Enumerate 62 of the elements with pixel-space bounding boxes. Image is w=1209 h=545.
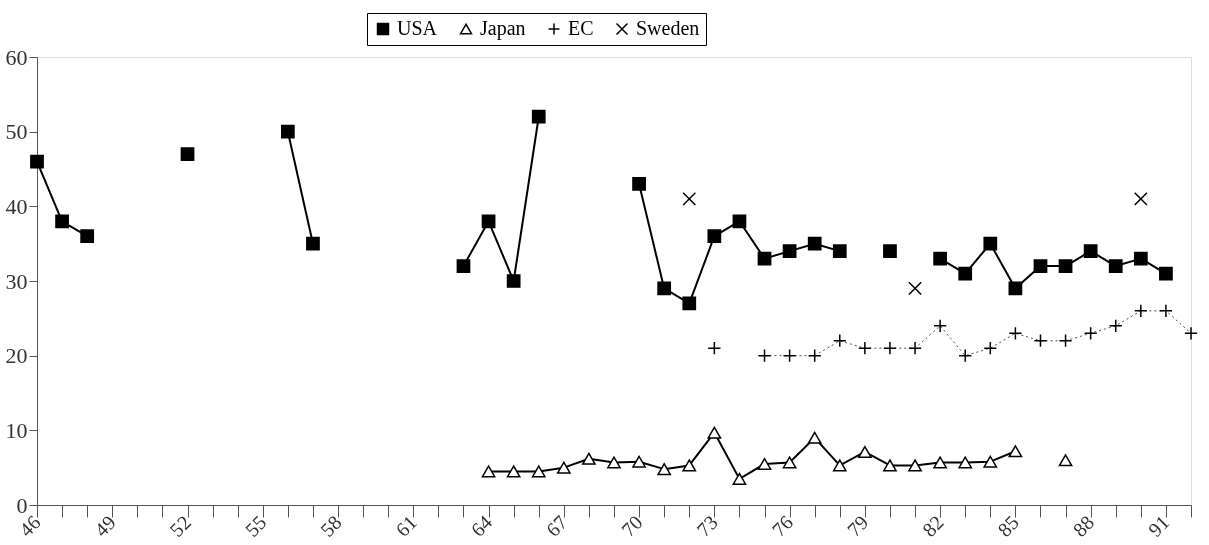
point	[1008, 445, 1023, 458]
point	[582, 452, 596, 465]
y-tick-label: 50	[5, 119, 28, 145]
x-tick-label: 64	[466, 511, 497, 541]
point	[908, 281, 922, 296]
point	[782, 456, 797, 469]
legend-label: Japan	[480, 17, 526, 40]
point	[481, 465, 496, 478]
x-tick-label: 49	[90, 511, 120, 541]
y-tick-label: 10	[5, 417, 28, 443]
point	[782, 348, 797, 363]
x-tick-label: 73	[692, 511, 722, 541]
point	[632, 455, 646, 468]
point	[682, 459, 697, 472]
x-tick-label: 61	[391, 511, 421, 541]
point	[983, 341, 998, 356]
x-tick-label: 70	[616, 511, 647, 541]
point	[933, 456, 947, 469]
point	[531, 465, 546, 478]
point	[1058, 333, 1073, 348]
x-tick-label: 67	[541, 511, 572, 541]
y-tick-label: 0	[16, 492, 28, 518]
point	[1058, 454, 1073, 467]
x-tick-label: 85	[993, 511, 1023, 541]
point	[908, 459, 922, 472]
y-tick-label: 60	[5, 44, 28, 70]
point	[1008, 326, 1023, 341]
point	[757, 348, 772, 363]
point	[707, 426, 722, 439]
point	[180, 147, 195, 161]
point	[732, 472, 747, 485]
y-tick-label: 20	[5, 343, 28, 369]
x-tick-label: 79	[842, 511, 873, 541]
point	[506, 465, 521, 478]
point	[958, 456, 973, 469]
point	[858, 445, 872, 459]
point	[883, 459, 897, 472]
x-tick-label: 88	[1068, 511, 1099, 541]
point	[807, 348, 822, 363]
point	[757, 457, 772, 470]
point	[883, 244, 897, 259]
y-tick-label: 40	[5, 193, 28, 219]
point	[807, 431, 822, 444]
point	[1133, 191, 1148, 206]
x-tick-label: 52	[165, 511, 196, 541]
y-tick-label: 30	[5, 268, 28, 294]
x-tick-label: 58	[315, 511, 346, 541]
point	[607, 456, 621, 469]
x-tick-label: 55	[240, 511, 271, 541]
x-tick-label: 82	[918, 511, 948, 541]
point	[1033, 333, 1048, 348]
point	[556, 461, 571, 474]
x-tick-label: 76	[767, 511, 798, 541]
point	[1083, 326, 1098, 341]
x-tick-label: 91	[1143, 511, 1174, 541]
legend-label: USA	[397, 17, 438, 39]
legend-label: Sweden	[636, 17, 700, 39]
point	[657, 463, 672, 476]
legend-label: EC	[568, 17, 594, 39]
point	[707, 341, 722, 356]
point	[983, 455, 998, 468]
point	[832, 459, 847, 472]
